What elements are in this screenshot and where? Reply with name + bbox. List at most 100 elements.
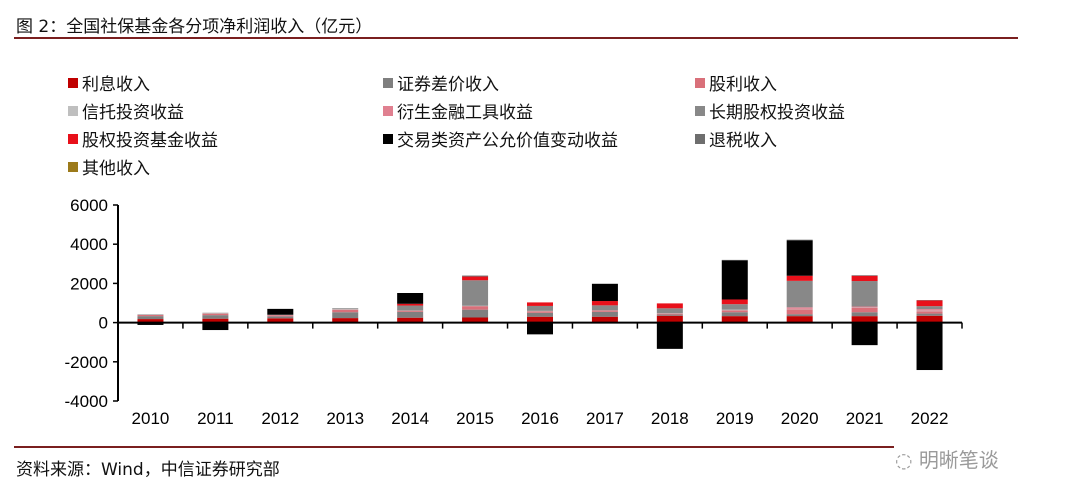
- bar-segment: [916, 310, 943, 312]
- bar-segment: [202, 318, 229, 323]
- bar-segment: [462, 276, 489, 281]
- bar-segment: [591, 311, 618, 317]
- figure-title: 图 2：全国社保基金各分项净利润收入（亿元）: [16, 17, 373, 37]
- top-rule: [14, 37, 1018, 39]
- x-tick-label: 2017: [586, 409, 624, 428]
- bottom-rule: [14, 446, 894, 448]
- legend-label: 股权投资基金收益: [82, 131, 218, 151]
- bar-segment: [851, 307, 878, 313]
- legend-label: 信托投资收益: [82, 103, 184, 123]
- bar-segment: [397, 311, 424, 318]
- legend-swatch: [68, 105, 78, 116]
- bar-segment: [527, 305, 553, 311]
- legend-swatch: [383, 77, 393, 88]
- legend-swatch: [383, 105, 393, 116]
- bar-segment: [851, 322, 878, 346]
- legend-swatch: [695, 105, 705, 116]
- x-tick-label: 2015: [456, 409, 494, 428]
- y-tick-label: 4000: [70, 235, 108, 254]
- bar-segment: [591, 283, 618, 302]
- legend-swatch: [68, 133, 78, 144]
- bar-segment: [786, 316, 813, 323]
- bar-segment: [786, 240, 813, 276]
- y-tick-label: 2000: [70, 274, 108, 293]
- bar-segment: [721, 309, 748, 311]
- legend-item: 其他收入: [68, 154, 150, 179]
- bar-segment: [267, 315, 294, 317]
- y-tick-label: -4000: [65, 392, 108, 411]
- bar-segment: [332, 318, 359, 323]
- bar-segment: [397, 317, 424, 323]
- x-tick-label: 2011: [197, 409, 234, 428]
- bar-segment: [462, 280, 489, 306]
- bar-segment: [397, 305, 424, 311]
- x-tick-label: 2014: [391, 409, 429, 428]
- x-tick-label: 2019: [716, 409, 754, 428]
- legend-label: 其他收入: [82, 159, 150, 179]
- bar-segment: [527, 316, 553, 323]
- legend-swatch: [68, 161, 78, 172]
- legend-label: 衍生金融工具收益: [397, 103, 533, 123]
- legend-label: 证券差价收入: [397, 75, 499, 95]
- x-tick-label: 2013: [326, 409, 364, 428]
- legend-item: 信托投资收益: [68, 98, 184, 123]
- y-tick-label: -2000: [65, 353, 108, 372]
- y-tick-label: 6000: [70, 196, 108, 215]
- legend-item: 退税收入: [695, 126, 777, 151]
- legend-label: 长期股权投资收益: [709, 103, 845, 123]
- bar-segment: [916, 306, 943, 310]
- bar-segment: [332, 308, 359, 310]
- bar-segment: [851, 275, 878, 282]
- bar-segment: [656, 308, 683, 314]
- bar-segment: [656, 313, 683, 315]
- bar-segment: [916, 313, 943, 316]
- bar-segment: [267, 308, 294, 315]
- bar-segment: [656, 314, 683, 316]
- bar-segment: [721, 316, 748, 323]
- bar-segment: [591, 310, 618, 312]
- bar-segment: [851, 281, 878, 307]
- y-tick-label: 0: [99, 314, 108, 333]
- x-tick-label: 2016: [521, 409, 559, 428]
- bar-segment: [267, 318, 294, 323]
- bar-segment: [656, 303, 683, 309]
- legend-item: 交易类资产公允价值变动收益: [383, 126, 618, 151]
- bar-segment: [462, 275, 489, 277]
- bar-segment: [462, 309, 489, 318]
- bar-segment: [786, 314, 813, 317]
- legend-label: 退税收入: [709, 131, 777, 151]
- legend-swatch: [68, 77, 78, 88]
- bar-segment: [851, 316, 878, 323]
- bar-segment: [916, 311, 943, 314]
- bar-segment: [591, 305, 618, 311]
- bar-segment: [202, 322, 229, 331]
- bar-segment: [721, 310, 748, 313]
- bar-segment: [462, 306, 489, 310]
- bar-segment: [527, 322, 553, 335]
- bar-segment: [721, 260, 748, 300]
- logo-text: 明晰笔谈: [918, 448, 999, 472]
- bar-segment: [721, 304, 748, 310]
- bar-segment: [202, 312, 229, 314]
- bar-segment: [851, 312, 878, 317]
- bar-segment: [397, 293, 424, 304]
- legend-item: 利息收入: [68, 70, 150, 95]
- bar-segment: [332, 309, 359, 313]
- bar-segment: [591, 316, 618, 323]
- bar-segment: [137, 319, 164, 323]
- x-tick-label: 2021: [846, 409, 884, 428]
- legend-swatch: [383, 133, 393, 144]
- watermark-logo: ◌ 明晰笔谈: [895, 448, 999, 472]
- bar-segment: [202, 313, 229, 316]
- legend-label: 股利收入: [709, 75, 777, 95]
- x-tick-label: 2010: [132, 409, 170, 428]
- bar-segment: [462, 317, 489, 323]
- bar-segment: [267, 316, 294, 319]
- bar-segment: [656, 322, 683, 349]
- bar-segment: [397, 303, 424, 306]
- legend-label: 交易类资产公允价值变动收益: [397, 131, 618, 151]
- bar-segment: [851, 275, 878, 276]
- legend-label: 利息收入: [82, 75, 150, 95]
- legend-item: 股权投资基金收益: [68, 126, 218, 151]
